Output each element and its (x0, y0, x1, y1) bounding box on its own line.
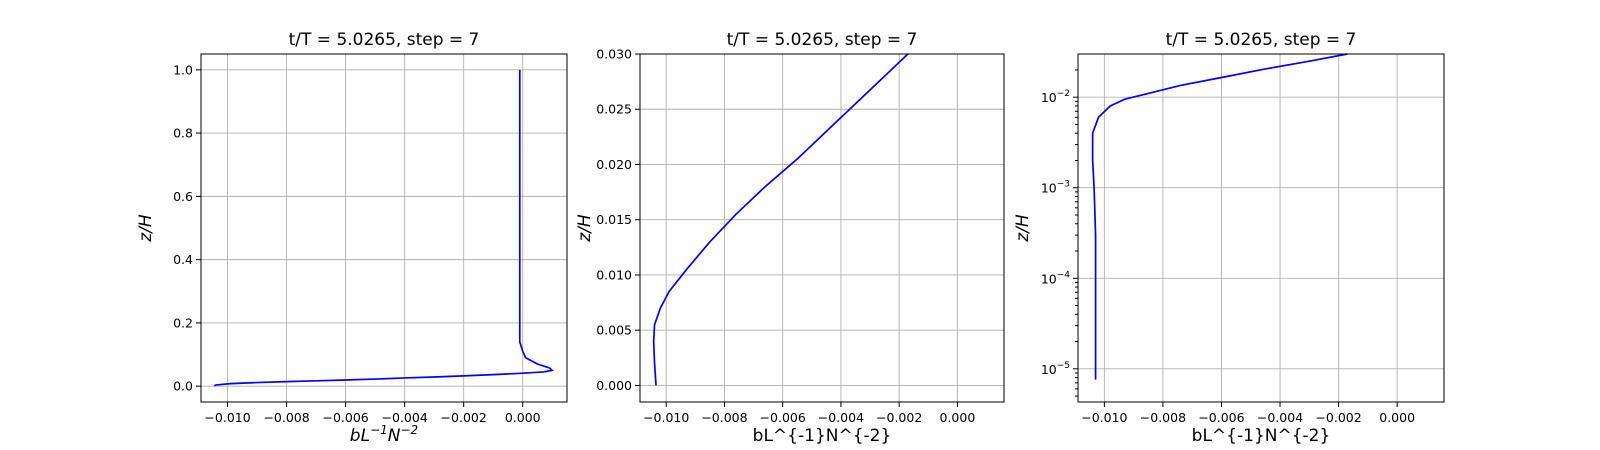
tick-exponent: −2 (1057, 89, 1070, 99)
y-tick-label: 0.030 (596, 47, 632, 62)
x-tick-label: 0.000 (1379, 410, 1415, 425)
subplot-3: −0.010 −0.008 −0.006 −0.004 −0.002 0.00010−51… (1013, 30, 1445, 446)
label-part: −2 (400, 423, 418, 437)
x-axis-label: bL−1N−2 (350, 423, 418, 446)
chart-title: t/T = 5.0265, step = 7 (727, 30, 918, 50)
x-tick-label: −0.006 (322, 410, 368, 425)
x-tick-label: −0.010 (1081, 410, 1127, 425)
x-tick-label: −0.004 (382, 410, 428, 425)
y-tick-label: 0.010 (596, 267, 632, 282)
x-tick-label: −0.004 (818, 410, 864, 425)
x-tick-label: −0.008 (701, 410, 747, 425)
y-tick-label: 0.000 (596, 378, 632, 393)
y-tick-label: 0.2 (173, 315, 193, 330)
y-tick-label: 0.0 (173, 379, 193, 394)
x-axis-label: bL^{-1}N^{-2} (1192, 426, 1331, 446)
y-axis-label: z/H (136, 214, 156, 243)
y-tick-label: 10−3 (1041, 180, 1070, 196)
series-line (213, 69, 555, 387)
y-tick-label: 0.015 (596, 212, 632, 227)
label-part: N (388, 426, 401, 446)
y-tick-label: 0.020 (596, 157, 632, 172)
tick-base: 10 (1041, 90, 1057, 105)
series-line (1091, 53, 1348, 380)
x-tick-label: −0.006 (1198, 410, 1244, 425)
series-line (652, 53, 909, 386)
x-tick-label: 0.000 (940, 410, 976, 425)
tick-base: 10 (1041, 271, 1057, 286)
label-part: bL (350, 426, 370, 446)
y-axis-label: z/H (575, 214, 595, 243)
x-tick-label: −0.008 (1140, 410, 1186, 425)
tick-exponent: −5 (1057, 361, 1070, 371)
tick-base: 10 (1041, 362, 1057, 377)
plot-frame (639, 53, 1005, 403)
x-axis-label: bL^{-1}N^{-2} (753, 426, 892, 446)
subplot-1: −0.010 −0.008 −0.006 −0.004 −0.002 0.000 0.0 0.… (136, 30, 568, 446)
x-tick-label: −0.010 (204, 410, 250, 425)
plot-frame (200, 53, 568, 403)
y-tick-label: 0.4 (173, 252, 193, 267)
x-tick-label: −0.010 (643, 410, 689, 425)
x-tick-label: −0.004 (1257, 410, 1303, 425)
y-tick-label: 10−4 (1041, 270, 1070, 286)
tick-exponent: −4 (1057, 270, 1071, 280)
y-tick-label: 0.6 (173, 189, 193, 204)
x-tick-label: −0.002 (876, 410, 922, 425)
x-tick-label: −0.002 (1315, 410, 1361, 425)
y-tick-label: 0.8 (173, 126, 193, 141)
y-tick-label: 0.025 (596, 102, 632, 117)
tick-base: 10 (1041, 181, 1057, 196)
y-axis-label: z/H (1013, 214, 1033, 243)
x-tick-label: −0.002 (441, 410, 487, 425)
y-tick-label: 0.005 (596, 323, 632, 338)
y-tick-label: 1.0 (173, 62, 193, 77)
label-part: −1 (370, 423, 388, 437)
x-tick-label: −0.006 (760, 410, 806, 425)
plot-frame (1077, 53, 1445, 403)
y-tick-label: 10−2 (1041, 89, 1070, 105)
chart-title: t/T = 5.0265, step = 7 (1166, 30, 1357, 50)
y-tick-label: 10−5 (1041, 361, 1070, 377)
subplot-2: −0.010 −0.008 −0.006 −0.004 −0.002 0.000 0.000… (575, 30, 1005, 446)
x-tick-label: 0.000 (505, 410, 541, 425)
chart-title: t/T = 5.0265, step = 7 (289, 30, 480, 50)
x-tick-label: −0.008 (263, 410, 309, 425)
tick-exponent: −3 (1057, 180, 1070, 190)
